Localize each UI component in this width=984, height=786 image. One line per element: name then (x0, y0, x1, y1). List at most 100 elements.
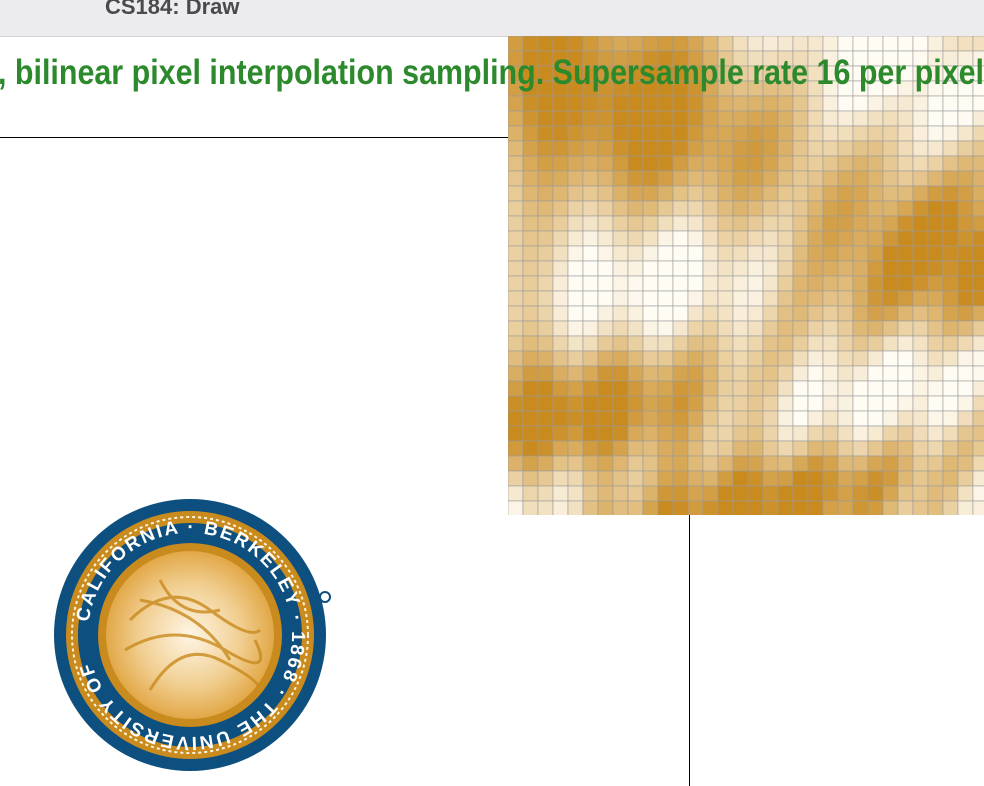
zoom-pixel (897, 155, 914, 172)
zoom-pixel (657, 155, 674, 172)
zoom-pixel (867, 500, 884, 515)
zoom-pixel (702, 36, 719, 52)
zoom-pixel (567, 155, 584, 172)
zoom-pixel (672, 95, 689, 112)
zoom-pixel (657, 95, 674, 112)
zoom-pixel (777, 245, 794, 262)
zoom-pixel (702, 200, 719, 217)
zoom-pixel (807, 275, 824, 292)
zoom-pixel (972, 200, 984, 217)
zoom-pixel (897, 395, 914, 412)
zoom-pixel (972, 305, 984, 322)
zoom-pixel (822, 36, 839, 52)
zoom-pixel (867, 455, 884, 472)
zoom-pixel (597, 380, 614, 397)
zoom-pixel (717, 470, 734, 487)
zoom-pixel (522, 425, 539, 442)
zoom-pixel (597, 275, 614, 292)
zoom-pixel (882, 260, 899, 277)
zoom-pixel (792, 365, 809, 382)
zoom-pixel (882, 275, 899, 292)
zoom-pixel (508, 275, 524, 292)
zoom-pixel (597, 140, 614, 157)
zoom-pixel (732, 500, 749, 515)
zoom-pixel (702, 320, 719, 337)
zoom-pixel (762, 290, 779, 307)
zoom-pixel (657, 365, 674, 382)
zoom-pixel (537, 125, 554, 142)
zoom-pixel (957, 350, 974, 367)
zoom-pixel (792, 350, 809, 367)
zoom-pixel (522, 410, 539, 427)
zoom-pixel (972, 170, 984, 187)
zoom-pixel (702, 365, 719, 382)
zoom-pixel (597, 36, 614, 52)
zoom-pixel (717, 200, 734, 217)
zoom-pixel (732, 410, 749, 427)
zoom-pixel (537, 485, 554, 502)
zoom-pixel (882, 215, 899, 232)
zoom-pixel (522, 95, 539, 112)
zoom-pixel (777, 350, 794, 367)
zoom-pixel (717, 395, 734, 412)
zoom-pixel (777, 140, 794, 157)
zoom-pixel (508, 215, 524, 232)
zoom-pixel (717, 110, 734, 127)
zoom-pixel (882, 320, 899, 337)
zoom-pixel (852, 155, 869, 172)
zoom-pixel (612, 275, 629, 292)
zoom-pixel (882, 170, 899, 187)
zoom-pixel (672, 290, 689, 307)
zoom-pixel (717, 140, 734, 157)
zoom-pixel (897, 410, 914, 427)
zoom-pixel (882, 110, 899, 127)
zoom-pixel (837, 395, 854, 412)
zoom-pixel (627, 110, 644, 127)
zoom-pixel (717, 305, 734, 322)
zoom-pixel (807, 335, 824, 352)
zoom-pixel (687, 215, 704, 232)
zoom-pixel (672, 275, 689, 292)
zoom-pixel (508, 305, 524, 322)
zoom-pixel (777, 305, 794, 322)
zoom-pixel (822, 365, 839, 382)
zoom-pixel (747, 36, 764, 52)
zoom-pixel (657, 290, 674, 307)
zoom-pixel (972, 185, 984, 202)
zoom-pixel (612, 125, 629, 142)
zoom-pixel (927, 350, 944, 367)
zoom-pixel (957, 260, 974, 277)
zoom-pixel (942, 485, 959, 502)
zoom-pixel (972, 215, 984, 232)
zoom-pixel (702, 125, 719, 142)
zoom-pixel (882, 140, 899, 157)
zoom-pixel (792, 470, 809, 487)
zoom-pixel (702, 380, 719, 397)
zoom-pixel (732, 335, 749, 352)
zoom-pixel (822, 125, 839, 142)
zoom-pixel (582, 485, 599, 502)
zoom-pixel (747, 455, 764, 472)
zoom-pixel (522, 215, 539, 232)
zoom-pixel (508, 260, 524, 277)
zoom-pixel (627, 275, 644, 292)
zoom-pixel (957, 455, 974, 472)
zoom-pixel (732, 245, 749, 262)
zoom-pixel (702, 500, 719, 515)
zoom-pixel (597, 125, 614, 142)
zoom-pixel (627, 185, 644, 202)
zoom-pixel (732, 140, 749, 157)
zoom-pixel (672, 260, 689, 277)
zoom-pixel (657, 500, 674, 515)
zoom-pixel (717, 500, 734, 515)
zoom-pixel (747, 155, 764, 172)
zoom-pixel (912, 215, 929, 232)
zoom-pixel (972, 425, 984, 442)
zoom-pixel (672, 410, 689, 427)
zoom-pixel (777, 455, 794, 472)
zoom-pixel (642, 410, 659, 427)
zoom-pixel (822, 290, 839, 307)
zoom-pixel (552, 125, 569, 142)
zoom-pixel (552, 395, 569, 412)
zoom-pixel (687, 455, 704, 472)
